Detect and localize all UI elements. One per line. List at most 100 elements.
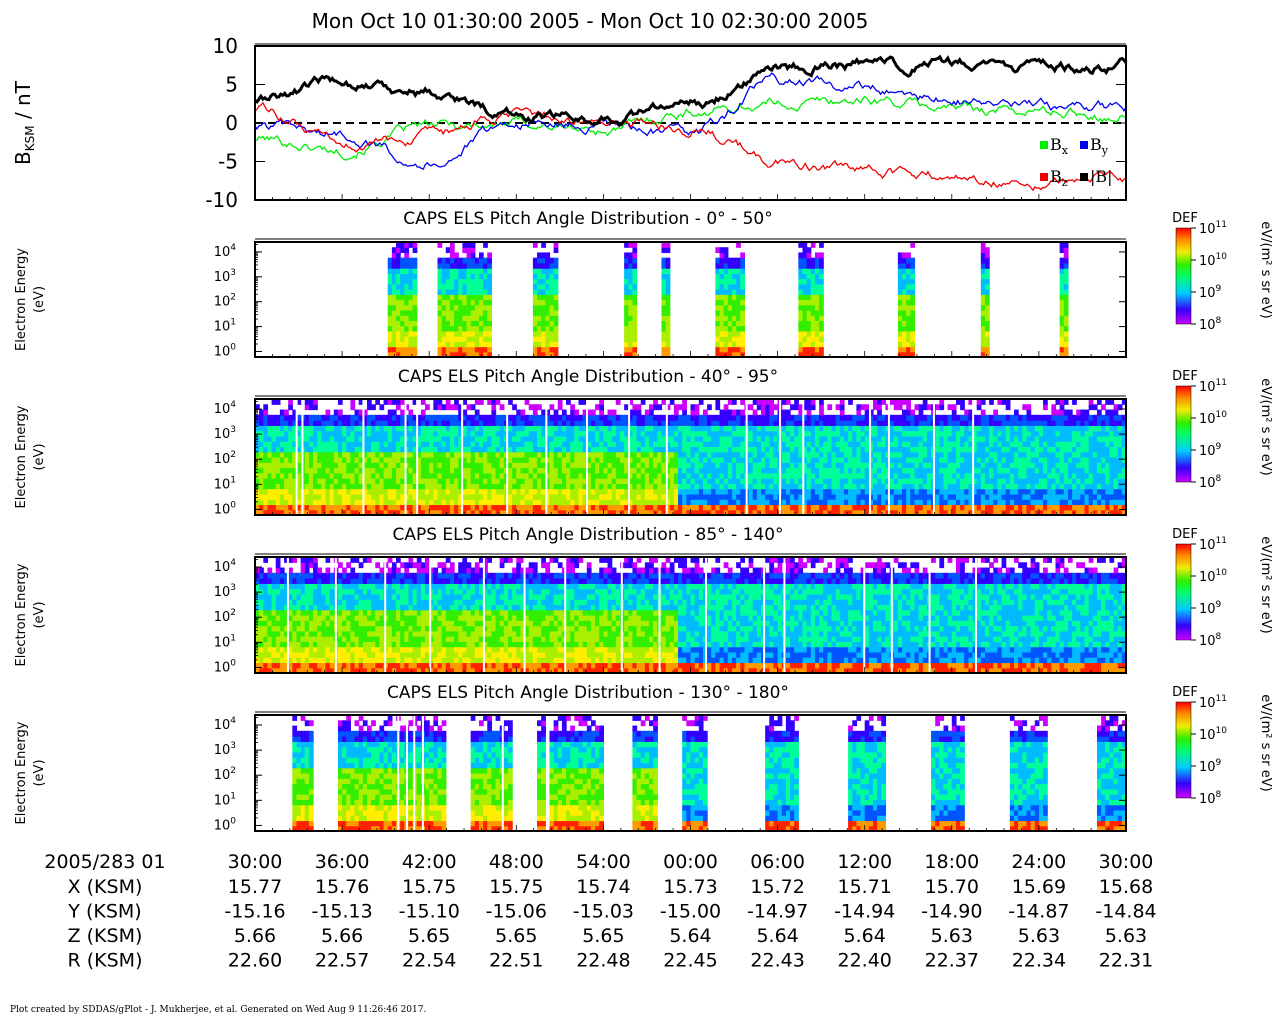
heatmap-cell xyxy=(288,488,293,495)
heatmap-cell xyxy=(719,483,725,490)
heatmap-cell xyxy=(665,457,671,463)
heatmap-cell xyxy=(437,478,443,484)
heatmap-cell xyxy=(893,435,899,442)
heatmap-cell xyxy=(848,446,853,453)
heatmap-cell xyxy=(541,283,546,290)
heatmap-cell xyxy=(715,341,721,348)
heatmap-cell xyxy=(769,409,775,416)
heatmap-cell xyxy=(893,499,899,506)
heatmap-cell xyxy=(848,457,853,463)
heatmap-cell xyxy=(528,457,534,463)
heatmap-cell xyxy=(661,414,667,421)
heatmap-cell xyxy=(906,430,911,437)
heatmap-cell xyxy=(785,499,791,506)
heatmap-cell xyxy=(682,399,687,405)
legend-swatch-By xyxy=(1080,141,1088,149)
heatmap-cell xyxy=(454,268,459,274)
heatmap-cell xyxy=(769,435,775,442)
heatmap-cell xyxy=(989,493,994,500)
heatmap-cell xyxy=(1059,299,1065,306)
heatmap-cell xyxy=(1001,451,1007,458)
heatmap-cell xyxy=(731,451,737,458)
heatmap-cell xyxy=(640,446,646,453)
heatmap-cell xyxy=(400,430,405,437)
heatmap-cell xyxy=(694,435,700,442)
heatmap-cell xyxy=(279,425,285,432)
heatmap-cell xyxy=(740,472,746,479)
heatmap-cell xyxy=(458,325,463,332)
heatmap-cell xyxy=(624,404,629,411)
heatmap-cell xyxy=(723,472,729,479)
heatmap-cell xyxy=(682,409,687,416)
heatmap-cell xyxy=(387,336,393,342)
heatmap-cell xyxy=(499,488,505,495)
heatmap-cell xyxy=(532,315,538,322)
heatmap-cell xyxy=(943,488,949,495)
heatmap-cell xyxy=(412,278,418,285)
heatmap-cell xyxy=(371,414,376,421)
heatmap-cell xyxy=(478,399,484,405)
heatmap-cell xyxy=(980,283,986,290)
heatmap-cell xyxy=(736,283,741,290)
heatmap-cell xyxy=(707,467,712,474)
heatmap-cell xyxy=(972,425,978,432)
heatmap-cell xyxy=(590,425,596,432)
heatmap-cell xyxy=(715,257,721,264)
heatmap-cell xyxy=(897,404,903,411)
heatmap-cell xyxy=(412,462,418,469)
heatmap-cell xyxy=(823,414,828,421)
heatmap-cell xyxy=(653,457,658,463)
heatmap-cell xyxy=(391,346,397,353)
heatmap-cell xyxy=(532,409,538,416)
heatmap-cell xyxy=(731,435,737,442)
heatmap-cell xyxy=(333,446,339,453)
heatmap-cell xyxy=(819,488,824,495)
heatmap-cell xyxy=(839,441,845,448)
heatmap-cell xyxy=(885,478,891,484)
heatmap-cell xyxy=(814,309,820,316)
heatmap-cell xyxy=(644,504,650,511)
heatmap-cell xyxy=(458,268,463,274)
heatmap-cell xyxy=(711,414,716,421)
heatmap-cell xyxy=(968,509,974,516)
heatmap-cell xyxy=(354,441,360,448)
heatmap-cell xyxy=(752,435,758,442)
heatmap-cell xyxy=(989,472,994,479)
heatmap-cell xyxy=(893,457,899,463)
heatmap-cell xyxy=(860,499,866,506)
heatmap-cell xyxy=(599,425,604,432)
heatmap-cell xyxy=(640,457,646,463)
heatmap-cell xyxy=(474,488,480,495)
heatmap-cell xyxy=(582,467,588,474)
heatmap-cell xyxy=(715,247,721,254)
heatmap-cell xyxy=(449,404,455,411)
heatmap-cell xyxy=(495,493,501,500)
heatmap-cell xyxy=(740,252,746,259)
heatmap-cell xyxy=(408,499,414,506)
heatmap-cell xyxy=(756,430,762,437)
heatmap-cell xyxy=(781,493,787,500)
heatmap-cell xyxy=(848,462,853,469)
heatmap-cell xyxy=(798,283,804,290)
heatmap-cell xyxy=(578,478,584,484)
heatmap-cell xyxy=(454,346,459,353)
heatmap-cell xyxy=(624,435,629,442)
heatmap-cell xyxy=(574,483,580,490)
heatmap-cell xyxy=(819,472,824,479)
heatmap-cell xyxy=(445,262,451,269)
heatmap-cell xyxy=(665,289,671,295)
heatmap-cell xyxy=(960,435,965,442)
heatmap-cell xyxy=(773,430,779,437)
heatmap-cell xyxy=(794,478,799,484)
heatmap-cell xyxy=(466,430,472,437)
heatmap-cell xyxy=(719,341,725,348)
heatmap-cell xyxy=(955,399,961,405)
heatmap-cell xyxy=(466,493,472,500)
heatmap-cell xyxy=(993,483,999,490)
heatmap-cell xyxy=(649,472,654,479)
heatmap-cell xyxy=(935,488,940,495)
heatmap-cell xyxy=(852,483,858,490)
spectrogram-panel: CAPS ELS Pitch Angle Distribution - 40° … xyxy=(14,367,1273,517)
heatmap-cell xyxy=(487,441,493,448)
heatmap-cell xyxy=(313,425,318,432)
